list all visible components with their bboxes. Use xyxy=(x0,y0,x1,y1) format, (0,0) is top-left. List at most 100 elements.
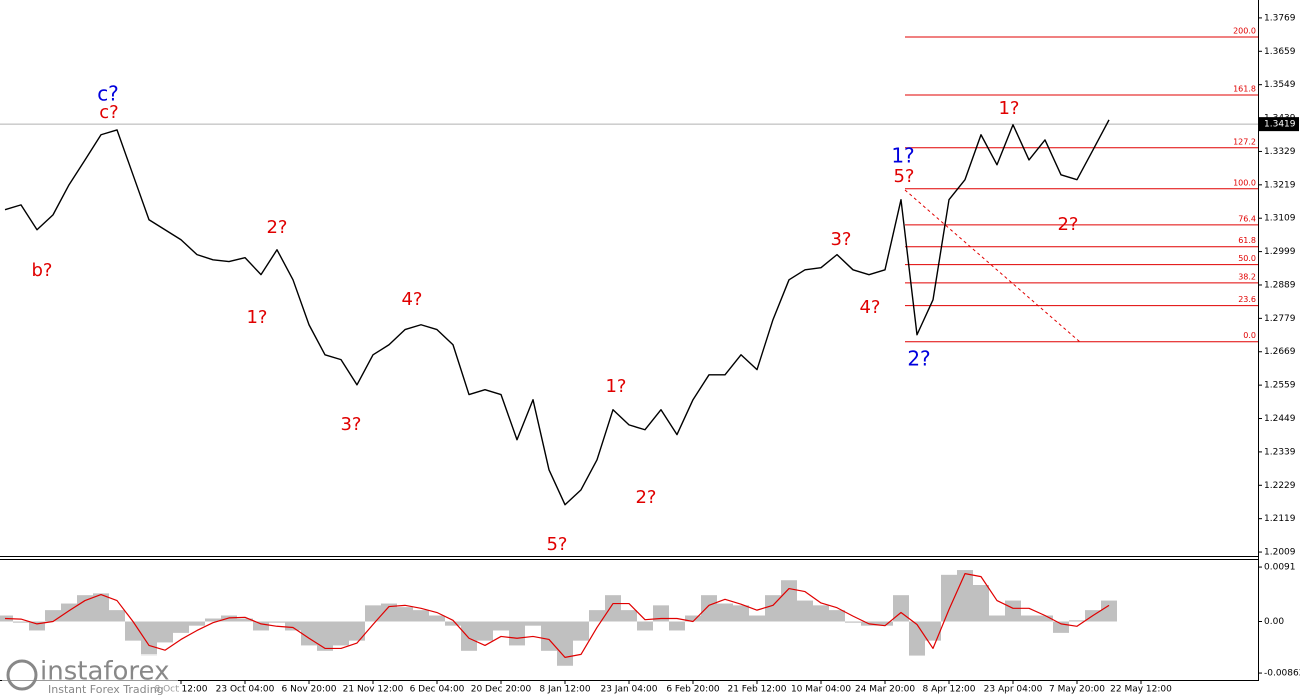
histogram-bar xyxy=(461,621,477,651)
histogram-bar xyxy=(93,593,109,622)
fib-label: 200.0 xyxy=(1233,27,1256,36)
y-tick-label: 1.3549 xyxy=(1264,80,1296,90)
histogram-bar xyxy=(365,605,381,622)
x-tick-label: 6 Nov 20:00 xyxy=(282,685,337,695)
y-tick-label: 1.2449 xyxy=(1264,414,1296,424)
histogram-bar xyxy=(477,621,493,641)
histogram-bar xyxy=(781,580,797,622)
x-tick-label: 8 Apr 12:00 xyxy=(923,685,976,695)
histogram-bar xyxy=(749,615,765,622)
y-tick-label: 1.2119 xyxy=(1264,514,1296,524)
histogram-bar xyxy=(589,610,605,622)
fib-label: 100.0 xyxy=(1233,178,1256,187)
wave-label: b? xyxy=(32,260,53,281)
price-line xyxy=(4,119,1110,506)
histogram-bar xyxy=(189,621,205,626)
histogram-bar xyxy=(349,621,365,641)
x-tick-label: 22 May 12:00 xyxy=(1110,685,1172,695)
wave-label: c? xyxy=(99,102,118,123)
histogram-bar xyxy=(333,621,349,646)
histogram-bar xyxy=(669,621,685,631)
wave-label: 5? xyxy=(893,166,914,187)
histogram-bar xyxy=(813,605,829,622)
x-tick-label: 24 Mar 20:00 xyxy=(855,685,915,695)
histogram-bar xyxy=(877,621,893,626)
histogram-bar xyxy=(845,621,861,623)
histogram-bar xyxy=(605,595,621,622)
wave-label: 1? xyxy=(246,307,267,328)
histogram-bar xyxy=(317,621,333,651)
histogram-bar xyxy=(685,615,701,622)
x-tick-label: 23 Oct 04:00 xyxy=(216,685,275,695)
logo-tagline: Instant Forex Trading xyxy=(48,683,164,696)
histogram-bar xyxy=(925,621,941,641)
histogram-bar xyxy=(1037,615,1053,622)
histogram-bar xyxy=(381,603,397,622)
histogram-bar xyxy=(637,621,653,631)
histogram-bar xyxy=(125,621,141,641)
histogram-bar xyxy=(1021,615,1037,622)
histogram-bar xyxy=(269,621,285,623)
wave-label: c? xyxy=(97,82,119,106)
wave-label: 1? xyxy=(605,376,626,397)
x-tick-label: 8 Jan 12:00 xyxy=(539,685,591,695)
wave-label: 1? xyxy=(998,98,1019,119)
histogram-bar xyxy=(205,618,221,622)
histogram-bar xyxy=(989,615,1005,622)
histogram-bar xyxy=(525,621,541,626)
fib-label: 50.0 xyxy=(1238,254,1256,263)
wave-label: 2? xyxy=(266,217,287,238)
y-tick-label: 1.3109 xyxy=(1264,214,1296,224)
histogram-bar xyxy=(509,621,525,646)
logo-bg xyxy=(2,654,178,696)
y-tick-label: 1.3659 xyxy=(1264,47,1296,57)
wave-label: 5? xyxy=(546,534,567,555)
fib-label: 161.8 xyxy=(1233,84,1256,93)
histogram-bar xyxy=(941,574,957,622)
histogram-bar xyxy=(701,595,717,622)
x-tick-label: 23 Jan 04:00 xyxy=(601,685,658,695)
histogram-bar xyxy=(173,621,189,633)
histogram-bar xyxy=(573,621,589,641)
histogram-bar xyxy=(397,607,413,622)
x-tick-label: 21 Feb 12:00 xyxy=(727,685,786,695)
wave-label: 2? xyxy=(907,347,930,371)
wave-label: 4? xyxy=(401,289,422,310)
histogram-bar xyxy=(653,605,669,622)
fib-label: 23.6 xyxy=(1238,295,1256,304)
signal-line xyxy=(4,573,1110,658)
histogram-bar xyxy=(141,621,157,656)
current-price-box xyxy=(1259,117,1299,132)
histogram-bar xyxy=(45,610,61,622)
y-tick-label: 0.0091 xyxy=(1264,563,1296,573)
wave-label: 4? xyxy=(859,297,880,318)
y-tick-label: 1.2999 xyxy=(1264,247,1296,257)
histogram-bar xyxy=(829,610,845,622)
y-tick-label: 0.00 xyxy=(1264,617,1284,627)
histogram-bar xyxy=(1053,621,1069,633)
y-tick-label: 1.2669 xyxy=(1264,347,1296,357)
histogram-bar xyxy=(1069,620,1085,622)
histogram-bar xyxy=(957,570,973,622)
histogram-bar xyxy=(157,621,173,643)
y-tick-label: 1.3329 xyxy=(1264,147,1296,157)
x-tick-label: 8 Oct 12:00 xyxy=(155,685,208,695)
histogram-bar xyxy=(301,621,317,646)
histogram-bar xyxy=(717,603,733,622)
histogram-bar xyxy=(493,621,509,631)
x-tick-label: 20 Dec 20:00 xyxy=(471,685,532,695)
x-tick-label: 23 Apr 04:00 xyxy=(984,685,1043,695)
histogram-bar xyxy=(13,621,29,623)
histogram-bar xyxy=(909,621,925,656)
histogram-bar xyxy=(109,610,125,622)
histogram-bar xyxy=(1101,600,1117,622)
y-tick-label: 1.2779 xyxy=(1264,314,1296,324)
trend-line xyxy=(904,189,1081,343)
y-tick-label: 1.2229 xyxy=(1264,481,1296,491)
histogram-bar xyxy=(429,615,445,622)
logo: instaforex Instant Forex Trading xyxy=(2,654,178,696)
histogram-bar xyxy=(253,621,269,631)
fib-label: 127.2 xyxy=(1233,137,1256,146)
histogram-bar xyxy=(733,605,749,622)
